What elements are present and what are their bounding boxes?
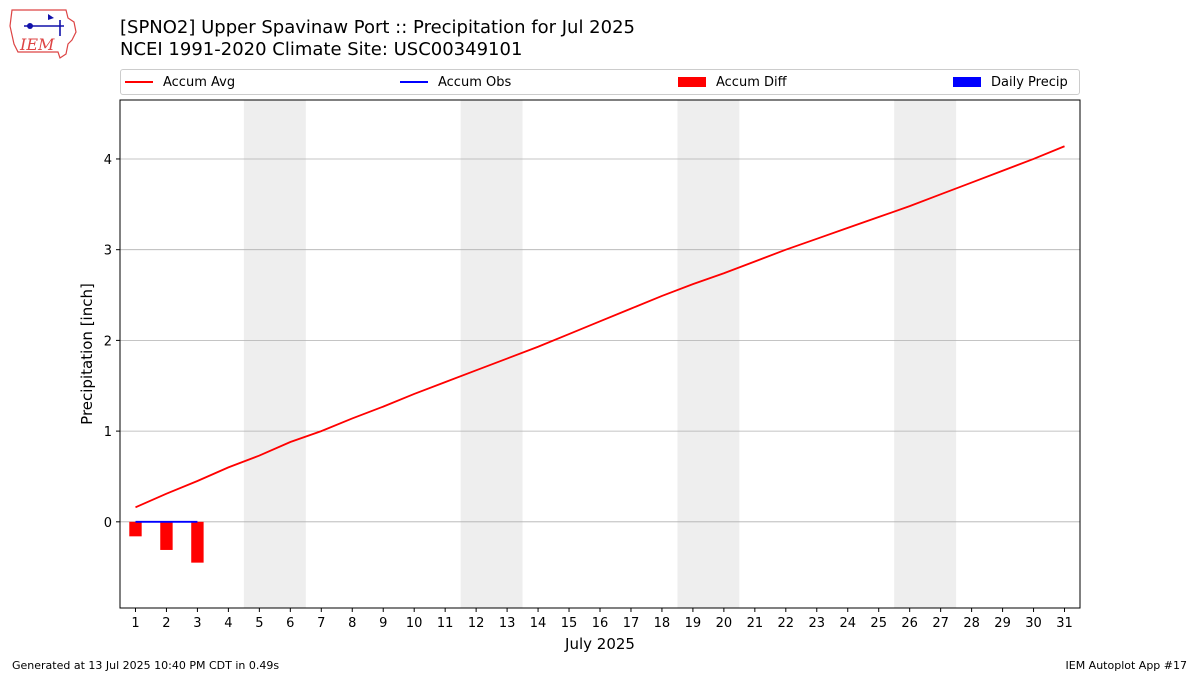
series-line-accum-avg	[135, 145, 1065, 509]
weekend-shade-2	[677, 100, 740, 608]
chart-title: [SPNO2] Upper Spavinaw Port :: Precipita…	[120, 17, 635, 38]
x-tick-label-14: 14	[530, 616, 547, 631]
legend-swatch-accum-avg	[125, 81, 153, 83]
logo-text: IEM	[19, 35, 55, 54]
bar-accum-diff-day-1	[129, 521, 142, 537]
iem-logo: IEM	[9, 9, 77, 59]
weekend-shade-0	[243, 100, 306, 608]
bar-accum-diff-day-2	[160, 521, 173, 550]
legend-swatch-daily-precip	[953, 77, 981, 87]
y-axis-label: Precipitation [inch]	[78, 283, 96, 425]
x-tick-label-21: 21	[747, 616, 764, 631]
legend: Accum Avg Accum Obs Accum Diff Daily Pre…	[120, 69, 1080, 95]
legend-item-daily-precip: Daily Precip	[953, 70, 1068, 94]
x-tick-label-1: 1	[131, 616, 139, 631]
x-tick-label-25: 25	[870, 616, 887, 631]
legend-label-accum-avg: Accum Avg	[163, 74, 236, 90]
x-tick-label-13: 13	[499, 616, 516, 631]
legend-swatch-accum-diff	[678, 77, 706, 87]
x-axis-label: July 2025	[564, 635, 635, 653]
weekend-shade-1	[460, 100, 523, 608]
y-tick-label-3: 3	[104, 244, 112, 259]
x-tick-label-16: 16	[592, 616, 609, 631]
x-tick-label-11: 11	[437, 616, 454, 631]
chart-subtitle: NCEI 1991-2020 Climate Site: USC00349101	[120, 39, 523, 60]
legend-item-accum-avg: Accum Avg	[125, 70, 235, 94]
x-tick-label-23: 23	[809, 616, 826, 631]
x-tick-label-27: 27	[932, 616, 949, 631]
app-footer: IEM Autoplot App #17	[1065, 659, 1188, 672]
x-tick-label-31: 31	[1056, 616, 1073, 631]
y-tick-label-0: 0	[104, 516, 112, 531]
weekend-shade-3	[894, 100, 957, 608]
x-tick-label-19: 19	[685, 616, 702, 631]
x-tick-label-3: 3	[193, 616, 201, 631]
x-tick-label-15: 15	[561, 616, 578, 631]
x-tick-label-24: 24	[839, 616, 856, 631]
x-tick-label-28: 28	[963, 616, 980, 631]
x-tick-label-4: 4	[224, 616, 232, 631]
x-tick-label-5: 5	[255, 616, 263, 631]
x-tick-label-12: 12	[468, 616, 485, 631]
legend-swatch-accum-obs	[400, 81, 428, 83]
x-tick-label-17: 17	[623, 616, 640, 631]
x-tick-label-18: 18	[654, 616, 671, 631]
x-tick-label-8: 8	[348, 616, 356, 631]
x-tick-label-2: 2	[162, 616, 170, 631]
legend-item-accum-diff: Accum Diff	[678, 70, 787, 94]
x-tick-label-7: 7	[317, 616, 325, 631]
legend-item-accum-obs: Accum Obs	[400, 70, 511, 94]
x-tick-label-29: 29	[994, 616, 1011, 631]
bar-accum-diff-day-3	[191, 521, 204, 563]
x-tick-label-30: 30	[1025, 616, 1042, 631]
generated-footer: Generated at 13 Jul 2025 10:40 PM CDT in…	[12, 659, 280, 672]
x-tick-label-6: 6	[286, 616, 294, 631]
x-tick-label-9: 9	[379, 616, 387, 631]
y-tick-label-1: 1	[104, 425, 112, 440]
x-tick-label-22: 22	[778, 616, 795, 631]
y-tick-label-4: 4	[104, 153, 112, 168]
x-tick-label-10: 10	[406, 616, 423, 631]
x-tick-label-20: 20	[716, 616, 733, 631]
legend-label-accum-diff: Accum Diff	[716, 74, 787, 90]
legend-label-daily-precip: Daily Precip	[991, 74, 1068, 90]
x-tick-label-26: 26	[901, 616, 918, 631]
legend-label-accum-obs: Accum Obs	[438, 74, 512, 90]
y-tick-label-2: 2	[104, 334, 112, 349]
